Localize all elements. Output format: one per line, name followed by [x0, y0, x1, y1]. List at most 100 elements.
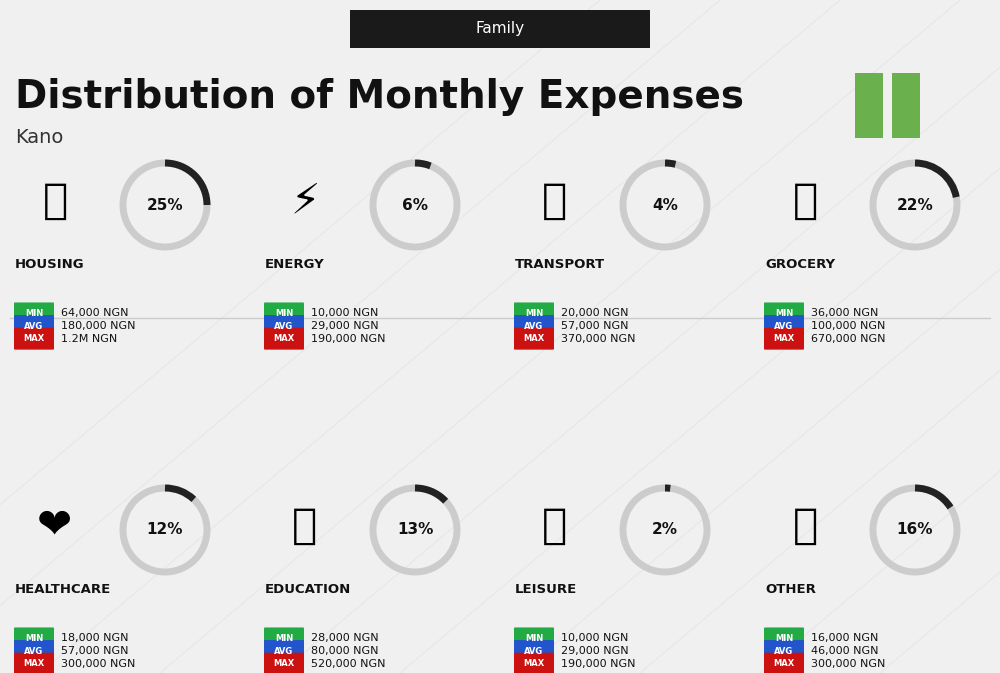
Text: MIN: MIN: [25, 309, 43, 318]
FancyBboxPatch shape: [764, 302, 804, 324]
Text: HEALTHCARE: HEALTHCARE: [15, 583, 111, 596]
Text: MAX: MAX: [773, 659, 795, 668]
Text: OTHER: OTHER: [765, 583, 816, 596]
Text: 4%: 4%: [652, 197, 678, 213]
Text: ❤️: ❤️: [37, 505, 73, 547]
Text: Kano: Kano: [15, 128, 63, 147]
Text: LEISURE: LEISURE: [515, 583, 577, 596]
Text: MIN: MIN: [525, 634, 543, 643]
FancyBboxPatch shape: [264, 627, 304, 649]
Text: 10,000 NGN: 10,000 NGN: [561, 633, 628, 643]
Text: 10,000 NGN: 10,000 NGN: [311, 308, 378, 318]
FancyBboxPatch shape: [764, 315, 804, 337]
Text: AVG: AVG: [24, 322, 44, 330]
FancyBboxPatch shape: [764, 640, 804, 662]
Text: 18,000 NGN: 18,000 NGN: [61, 633, 128, 643]
Text: 16%: 16%: [897, 522, 933, 538]
Text: HOUSING: HOUSING: [15, 258, 85, 271]
Text: 🛍: 🛍: [542, 505, 568, 547]
FancyBboxPatch shape: [514, 627, 554, 649]
Text: 300,000 NGN: 300,000 NGN: [811, 659, 885, 669]
FancyBboxPatch shape: [514, 302, 554, 324]
Text: AVG: AVG: [774, 647, 794, 656]
Text: 190,000 NGN: 190,000 NGN: [311, 334, 386, 344]
Text: 190,000 NGN: 190,000 NGN: [561, 659, 636, 669]
FancyBboxPatch shape: [14, 640, 54, 662]
FancyBboxPatch shape: [264, 328, 304, 350]
FancyBboxPatch shape: [514, 328, 554, 350]
FancyBboxPatch shape: [14, 315, 54, 337]
Text: 🏢: 🏢: [42, 180, 68, 222]
Text: 22%: 22%: [897, 197, 933, 213]
Text: MAX: MAX: [23, 334, 45, 343]
Text: 180,000 NGN: 180,000 NGN: [61, 321, 136, 331]
Text: 🎓: 🎓: [292, 505, 318, 547]
FancyBboxPatch shape: [514, 653, 554, 673]
Text: 28,000 NGN: 28,000 NGN: [311, 633, 379, 643]
FancyBboxPatch shape: [350, 10, 650, 48]
Text: MAX: MAX: [773, 334, 795, 343]
Text: MIN: MIN: [775, 634, 793, 643]
Text: 57,000 NGN: 57,000 NGN: [61, 646, 128, 656]
Text: Distribution of Monthly Expenses: Distribution of Monthly Expenses: [15, 78, 744, 116]
Text: 16,000 NGN: 16,000 NGN: [811, 633, 878, 643]
Text: 100,000 NGN: 100,000 NGN: [811, 321, 885, 331]
Text: MAX: MAX: [523, 659, 545, 668]
Text: 46,000 NGN: 46,000 NGN: [811, 646, 879, 656]
Text: MIN: MIN: [275, 634, 293, 643]
FancyBboxPatch shape: [14, 653, 54, 673]
Text: 370,000 NGN: 370,000 NGN: [561, 334, 636, 344]
FancyBboxPatch shape: [264, 653, 304, 673]
Text: 1.2M NGN: 1.2M NGN: [61, 334, 117, 344]
Text: 64,000 NGN: 64,000 NGN: [61, 308, 128, 318]
Text: 29,000 NGN: 29,000 NGN: [561, 646, 629, 656]
Text: MAX: MAX: [23, 659, 45, 668]
FancyBboxPatch shape: [264, 315, 304, 337]
Text: 520,000 NGN: 520,000 NGN: [311, 659, 386, 669]
FancyBboxPatch shape: [855, 73, 883, 138]
Text: 57,000 NGN: 57,000 NGN: [561, 321, 629, 331]
FancyBboxPatch shape: [892, 73, 920, 138]
Text: 36,000 NGN: 36,000 NGN: [811, 308, 878, 318]
Text: MIN: MIN: [275, 309, 293, 318]
FancyBboxPatch shape: [764, 653, 804, 673]
Text: 25%: 25%: [147, 197, 183, 213]
FancyBboxPatch shape: [514, 315, 554, 337]
Text: 12%: 12%: [147, 522, 183, 538]
Text: 300,000 NGN: 300,000 NGN: [61, 659, 135, 669]
FancyBboxPatch shape: [264, 640, 304, 662]
Text: AVG: AVG: [274, 322, 294, 330]
Text: AVG: AVG: [524, 647, 544, 656]
Text: AVG: AVG: [24, 647, 44, 656]
FancyBboxPatch shape: [14, 302, 54, 324]
Text: 👜: 👜: [792, 505, 818, 547]
Text: Family: Family: [475, 22, 525, 36]
FancyBboxPatch shape: [764, 328, 804, 350]
Text: EDUCATION: EDUCATION: [265, 583, 351, 596]
Text: ⚡: ⚡: [290, 180, 320, 222]
Text: MIN: MIN: [775, 309, 793, 318]
Text: 2%: 2%: [652, 522, 678, 538]
Text: 🚌: 🚌: [542, 180, 568, 222]
FancyBboxPatch shape: [264, 302, 304, 324]
FancyBboxPatch shape: [14, 627, 54, 649]
FancyBboxPatch shape: [514, 640, 554, 662]
Text: 20,000 NGN: 20,000 NGN: [561, 308, 629, 318]
Text: 13%: 13%: [397, 522, 433, 538]
Text: AVG: AVG: [774, 322, 794, 330]
FancyBboxPatch shape: [764, 627, 804, 649]
Text: MAX: MAX: [523, 334, 545, 343]
Text: MIN: MIN: [25, 634, 43, 643]
Text: 80,000 NGN: 80,000 NGN: [311, 646, 378, 656]
Text: AVG: AVG: [524, 322, 544, 330]
Text: MAX: MAX: [273, 659, 295, 668]
FancyBboxPatch shape: [14, 328, 54, 350]
Text: GROCERY: GROCERY: [765, 258, 835, 271]
Text: AVG: AVG: [274, 647, 294, 656]
Text: ENERGY: ENERGY: [265, 258, 325, 271]
Text: TRANSPORT: TRANSPORT: [515, 258, 605, 271]
Text: 29,000 NGN: 29,000 NGN: [311, 321, 379, 331]
Text: 670,000 NGN: 670,000 NGN: [811, 334, 886, 344]
Text: MAX: MAX: [273, 334, 295, 343]
Text: 6%: 6%: [402, 197, 428, 213]
